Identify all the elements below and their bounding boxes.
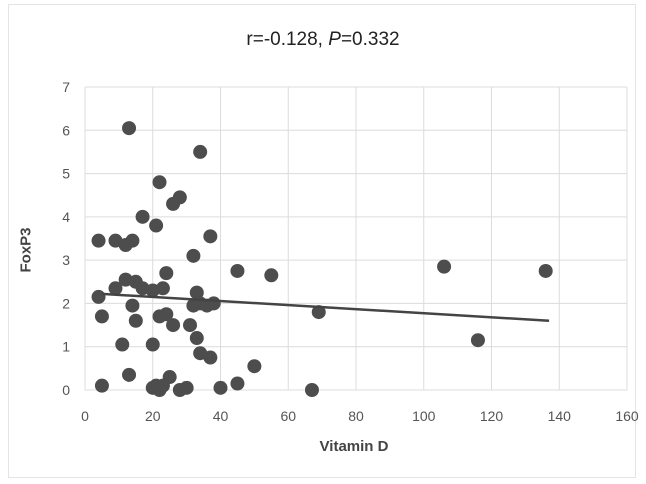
data-point [186,248,201,263]
data-point [213,380,228,395]
data-point [189,331,204,346]
data-point [193,144,208,159]
data-point [183,318,198,333]
y-tick-label: 4 [62,209,70,225]
data-point [91,289,106,304]
data-point [166,318,181,333]
x-tick-label: 160 [615,408,639,424]
data-point [247,359,262,374]
data-point [159,266,174,281]
x-tick-label: 0 [81,408,89,424]
trend-line [101,292,550,322]
data-point [115,337,130,352]
y-tick-label: 7 [62,79,70,95]
data-point [311,305,326,320]
title-p-label: P [328,29,341,50]
y-tick-label: 2 [62,295,70,311]
data-point [230,263,245,278]
data-point [118,237,133,252]
data-point [135,209,150,224]
data-point [94,378,109,393]
data-point [437,259,452,274]
x-tick-label: 120 [480,408,504,424]
x-axis-label: Vitamin D [319,438,389,455]
data-point [172,383,187,397]
data-point [155,281,170,296]
x-tick-label: 80 [348,408,364,424]
data-point [125,298,140,313]
data-point [94,309,109,324]
data-point [203,350,218,365]
data-point [91,233,106,248]
data-point [152,175,167,190]
data-point [203,229,218,244]
y-tick-label: 0 [62,382,70,398]
x-tick-label: 20 [145,408,161,424]
data-point [206,296,221,311]
data-point [264,268,279,283]
y-axis-label: FoxP3 [17,227,35,273]
data-point [159,307,174,322]
data-point [166,196,181,211]
x-tick-label: 140 [548,408,572,424]
y-tick-label: 1 [62,339,70,355]
title-r-text: r=-0.128, [246,29,329,50]
data-point [145,337,160,352]
y-tick-label: 3 [62,252,70,268]
y-tick-label: 5 [62,166,70,182]
data-point [230,376,245,391]
data-point [304,383,319,397]
x-tick-label: 40 [213,408,229,424]
data-point [122,121,137,136]
data-point [128,313,143,328]
data-point [108,281,123,296]
title-p-value: =0.332 [340,29,400,50]
data-point [152,383,167,397]
data-point [470,333,485,348]
x-tick-label: 60 [280,408,296,424]
x-tick-label: 100 [412,408,436,424]
data-point [538,263,553,278]
data-point [189,285,204,300]
y-tick-label: 6 [62,122,70,138]
data-point [122,367,137,382]
chart-title: r=-0.128, P=0.332 [0,29,646,51]
data-point [149,218,164,233]
